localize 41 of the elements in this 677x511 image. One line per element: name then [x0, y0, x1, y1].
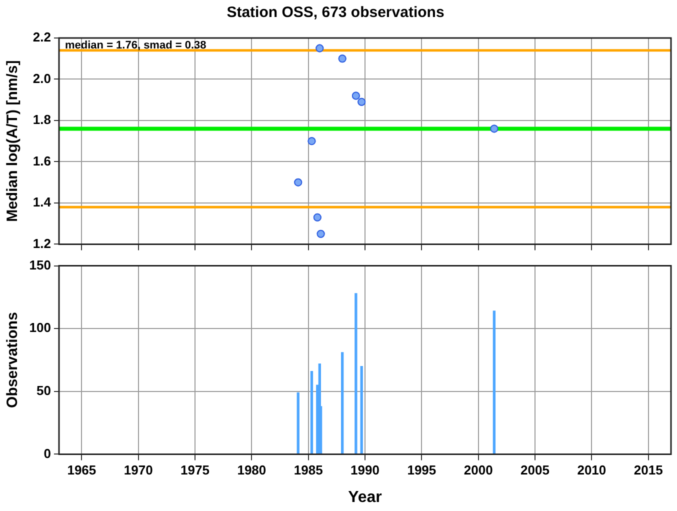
y-tick-label: 1.2 — [32, 236, 51, 251]
x-tick-label: 2015 — [634, 462, 663, 478]
x-tick-label: 2000 — [464, 462, 493, 478]
bar — [492, 310, 496, 454]
y-tick-label: 1.8 — [32, 112, 51, 128]
point — [358, 98, 366, 106]
y-tick-label: 2.2 — [32, 30, 51, 45]
x-tick-label: 1965 — [67, 462, 96, 478]
y-axis-title: Median log(A/T) [nm/s] — [4, 60, 22, 222]
y-tick-label: 50 — [36, 382, 51, 398]
bar — [310, 370, 314, 454]
bar — [341, 352, 344, 454]
point — [490, 124, 498, 133]
chart-title: Station OSS, 673 observations — [226, 4, 444, 22]
y-tick-label: 1.4 — [32, 194, 52, 210]
point — [316, 44, 324, 52]
x-axis-title: Year — [348, 488, 382, 506]
bar — [296, 392, 300, 454]
y-tick-label: 150 — [29, 257, 51, 272]
point — [352, 92, 360, 100]
point — [316, 230, 325, 238]
x-tick-label: 1980 — [237, 462, 266, 478]
x-tick-label: 1990 — [350, 462, 380, 478]
point — [313, 213, 322, 222]
bar — [354, 293, 358, 454]
y-tick-label: 0 — [44, 446, 51, 461]
y-axis-title: Observations — [4, 312, 22, 408]
x-tick-label: 1975 — [180, 462, 210, 478]
x-tick-label: 1970 — [124, 462, 153, 478]
x-tick-label: 1985 — [294, 462, 323, 478]
x-tick-label: 1995 — [407, 462, 436, 478]
point — [338, 54, 346, 63]
y-tick-label: 100 — [29, 320, 51, 336]
annotation: median = 1.76, smad = 0.38 — [65, 40, 206, 52]
point — [294, 178, 302, 186]
x-tick-label: 2005 — [520, 462, 550, 478]
bar — [360, 366, 363, 454]
y-tick-label: 1.6 — [32, 153, 51, 168]
y-tick-label: 2.0 — [32, 70, 51, 86]
point — [308, 137, 316, 146]
x-tick-label: 2010 — [577, 462, 606, 478]
